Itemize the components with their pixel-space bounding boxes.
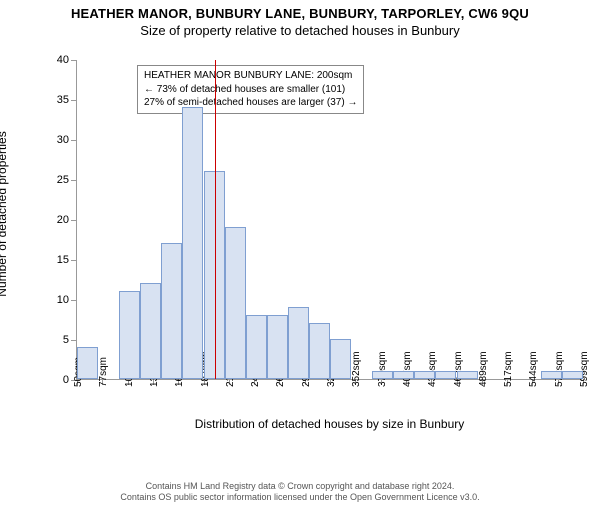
histogram-bar [541,371,562,379]
y-tick-label: 20 [57,214,69,226]
x-tick-label: 435sqm [427,351,438,387]
chart-legend: HEATHER MANOR BUNBURY LANE: 200sqm ← 73%… [137,65,364,114]
x-axis-label: Distribution of detached houses by size … [77,417,582,431]
histogram-bar [414,371,435,379]
y-tick-label: 35 [57,94,69,106]
x-tick-label: 544sqm [528,351,539,387]
histogram-bar [77,347,98,379]
x-tick-label: 407sqm [402,351,413,387]
y-tick [71,140,77,141]
histogram-chart: Number of detached properties HEATHER MA… [48,54,588,424]
histogram-bar [204,171,225,379]
y-tick-label: 40 [57,54,69,66]
legend-line-3: 27% of semi-detached houses are larger (… [144,96,357,110]
x-tick-label: 379sqm [377,351,388,387]
page-title-line2: Size of property relative to detached ho… [0,23,600,38]
histogram-bar [182,107,203,379]
histogram-bar [288,307,309,379]
y-tick [71,260,77,261]
x-tick-label: 517sqm [503,351,514,387]
histogram-bar [309,323,330,379]
legend-line-1: HEATHER MANOR BUNBURY LANE: 200sqm [144,69,357,83]
x-tick-label: 462sqm [453,351,464,387]
histogram-bar [161,243,182,379]
reference-line [215,60,216,379]
histogram-bar [330,339,351,379]
y-tick [71,340,77,341]
y-tick [71,300,77,301]
histogram-bar [562,371,583,379]
y-tick [71,100,77,101]
y-tick [71,60,77,61]
histogram-bar [267,315,288,379]
x-tick-label: 489sqm [478,351,489,387]
footer-line-2: Contains OS public sector information li… [0,492,600,503]
histogram-bar [246,315,267,379]
y-tick-label: 0 [63,374,69,386]
y-tick-label: 5 [63,334,69,346]
y-axis-label: Number of detached properties [0,131,9,296]
page-title-line1: HEATHER MANOR, BUNBURY LANE, BUNBURY, TA… [0,6,600,21]
histogram-bar [225,227,246,379]
legend-line-2: ← 73% of detached houses are smaller (10… [144,83,357,97]
histogram-bar [393,371,414,379]
plot-area: HEATHER MANOR BUNBURY LANE: 200sqm ← 73%… [76,60,582,380]
footer-line-1: Contains HM Land Registry data © Crown c… [0,481,600,492]
y-tick [71,180,77,181]
x-tick-label: 77sqm [98,357,109,387]
x-tick-label: 599sqm [579,351,590,387]
y-tick-label: 30 [57,134,69,146]
y-tick [71,220,77,221]
histogram-bar [372,371,393,379]
y-tick-label: 10 [57,294,69,306]
histogram-bar [140,283,161,379]
x-tick-label: 572sqm [554,351,565,387]
y-tick-label: 25 [57,174,69,186]
y-tick-label: 15 [57,254,69,266]
x-tick-label: 352sqm [351,351,362,387]
histogram-bar [457,371,478,379]
histogram-bar [435,371,456,379]
histogram-bar [119,291,140,379]
